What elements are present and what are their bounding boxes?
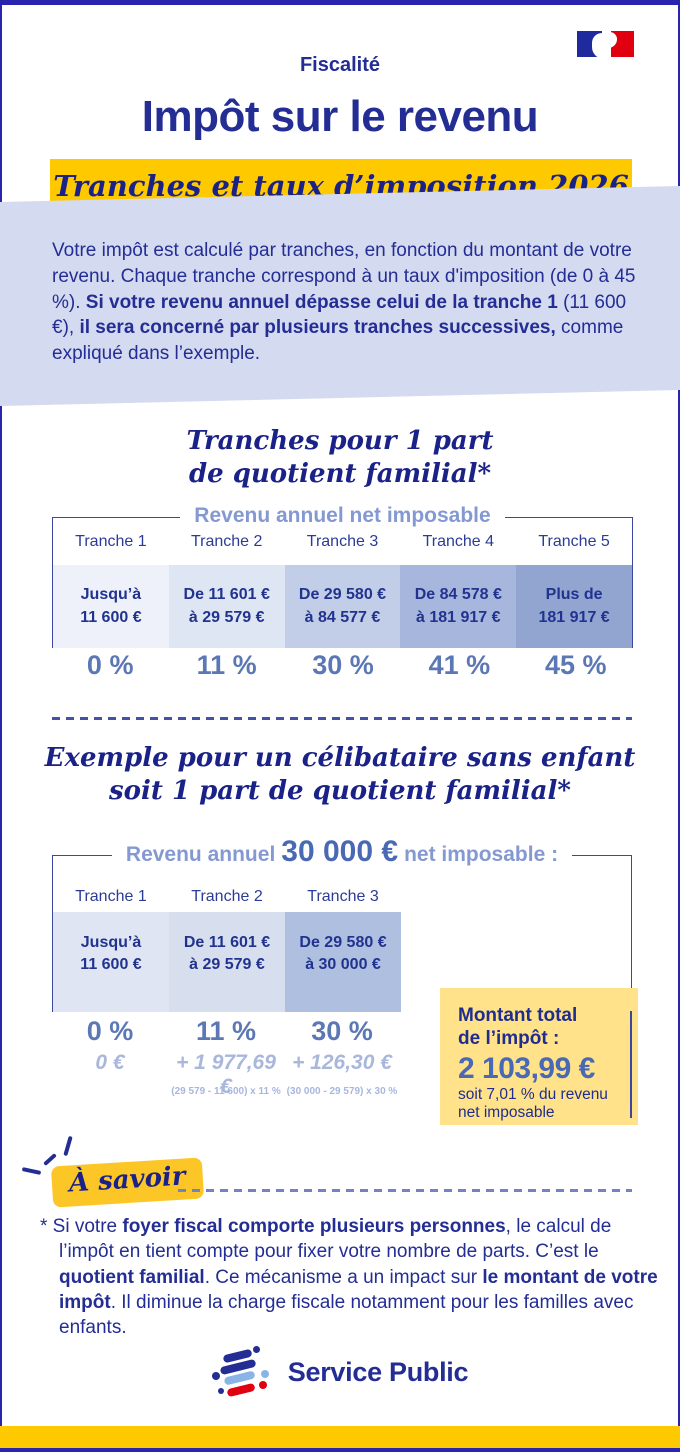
section1-title: Tranches pour 1 part de quotient familia… [186,426,494,489]
example-caption-suffix: net imposable : [404,843,559,866]
table1-range-cell: De 11 601 € à 29 579 € [168,565,285,648]
example-caption-amount: 30 000 € [281,835,399,868]
table1-rate: 0 % [86,650,134,680]
total-tax-label: Montant total de l’impôt : [458,1005,578,1049]
table1-header: Tranche 2 [190,532,263,550]
example-formula: (30 000 - 29 579) x 30 % [286,1086,398,1097]
example-range-cell: De 11 601 € à 29 579 € [169,912,285,1012]
total-tax-note: soit 7,01 % du revenu net imposable [458,1085,608,1122]
table1-range-cell: Jusqu’à 11 600 € [53,565,169,648]
intro-band: Votre impôt est calculé par tranches, en… [0,186,680,406]
table1-range-cell: De 84 578 € à 181 917 € [400,565,517,648]
example-amount: + 1 977,69 € [176,1051,276,1098]
footer-brand: Service Public [0,1338,680,1406]
french-government-flag-icon [577,31,634,57]
example-formula-row: (29 579 - 11 600) x 11 % (30 000 - 29 57… [52,1086,402,1097]
footer-yellow-bar [0,1426,680,1448]
example-amount: + 126,30 € [292,1051,392,1074]
a-savoir-badge: À savoir [50,1157,204,1208]
example-range-cell: De 29 580 € à 30 000 € [285,912,401,1012]
table1-rate: 30 % [312,650,374,680]
example-header-row: Tranche 1 Tranche 2 Tranche 3 [53,881,631,912]
table1-range-cell: Plus de 181 917 € [516,565,632,648]
brand-name: Service Public [287,1356,469,1387]
example-range-cell: Jusqu’à 11 600 € [53,912,169,1012]
example-header: Tranche 3 [307,887,379,905]
example-formula: (29 579 - 11 600) x 11 % [171,1086,281,1097]
flag-blue-block [577,31,602,57]
page-title: Impôt sur le revenu [141,92,539,141]
section-divider-dashed-line [52,717,632,720]
example-header: Tranche 2 [191,887,263,905]
spark-lines-icon [21,1167,42,1175]
page-top-border [0,0,680,5]
spark-lines-icon [63,1135,73,1157]
example-amount-row: 0 € + 1 977,69 € + 126,30 € [52,1051,402,1099]
table1-range-row: Jusqu’à 11 600 € De 11 601 € à 29 579 € … [53,565,632,648]
example-formula [52,1086,168,1097]
table1-header-row: Tranche 1 Tranche 2 Tranche 3 Tranche 4 … [53,518,632,565]
example-rate: 11 % [195,1016,257,1046]
table1-header: Tranche 1 [75,532,147,550]
example-header: Tranche 1 [75,887,147,905]
table1-rate: 11 % [196,650,257,680]
service-public-logo-icon [211,1343,272,1401]
example-rate-row: 0 % 11 % 30 % [52,1016,402,1047]
total-tax-amount: 2 103,99 € [458,1051,595,1085]
spark-lines-icon [43,1152,57,1167]
flag-white-block [602,31,611,57]
table1-header: Tranche 4 [422,532,495,550]
page-right-border [678,0,680,1452]
table1-rate: 45 % [545,650,607,680]
table1-rate: 41 % [428,650,491,680]
example-rate: 0 % [86,1016,134,1046]
page-bottom-border [0,1448,680,1452]
example-range-row: Jusqu’à 11 600 € De 11 601 € à 29 579 € … [53,912,631,1012]
example-rate: 30 % [311,1016,373,1046]
total-tax-box: Montant total de l’impôt : 2 103,99 € so… [440,988,638,1125]
example-amount: 0 € [95,1051,125,1074]
page-left-border [0,0,2,1452]
table1-rate-row: 0 % 11 % 30 % 41 % 45 % [52,650,634,681]
brackets-table: Revenu annuel net imposable Tranche 1 Tr… [52,504,633,648]
table1-header: Tranche 3 [306,532,379,550]
table1-header: Tranche 5 [538,532,610,550]
intro-paragraph: Votre impôt est calculé par tranches, en… [52,240,636,365]
example-table-right-border [630,1011,632,1118]
example-caption: Revenu annuel 30 000 € net imposable : [53,835,631,869]
footnote-paragraph: * Si votre foyer fiscal comporte plusieu… [40,1216,658,1339]
a-savoir-dashed-line [178,1189,632,1192]
section2-title: Exemple pour un célibataire sans enfant … [44,743,636,806]
flag-red-block [611,31,634,57]
table1-range-cell: De 29 580 € à 84 577 € [284,565,401,648]
category-label: Fiscalité [299,54,381,76]
example-caption-prefix: Revenu annuel [125,843,276,866]
